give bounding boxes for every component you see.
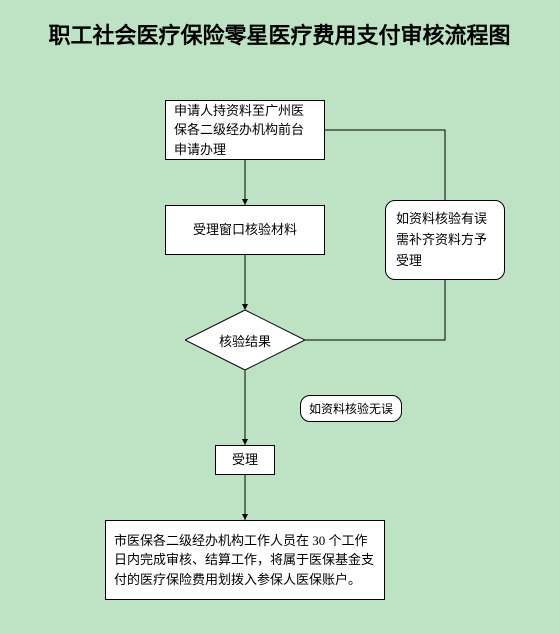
node-verify-text: 受理窗口核验材料 <box>193 220 297 240</box>
node-apply-text: 申请人持资料至广州医保各二级经办机构前台申请办理 <box>174 101 316 160</box>
node-process: 市医保各二级经办机构工作人员在 30 个工作日内完成审核、结算工作，将属于医保基… <box>105 520 385 600</box>
annotation-error-text: 如资料核验有误需补齐资料方予受理 <box>396 211 487 268</box>
annotation-ok-text: 如资料核验无误 <box>309 402 393 416</box>
annotation-ok: 如资料核验无误 <box>300 395 402 422</box>
node-accept-text: 受理 <box>232 450 258 470</box>
page-title: 职工社会医疗保险零星医疗费用支付审核流程图 <box>0 18 559 50</box>
node-decision-text: 核验结果 <box>185 310 305 370</box>
node-apply: 申请人持资料至广州医保各二级经办机构前台申请办理 <box>165 100 325 160</box>
node-accept: 受理 <box>215 445 275 475</box>
node-process-text: 市医保各二级经办机构工作人员在 30 个工作日内完成审核、结算工作，将属于医保基… <box>114 531 376 590</box>
node-verify: 受理窗口核验材料 <box>165 205 325 255</box>
node-decision: 核验结果 <box>185 310 305 370</box>
annotation-error: 如资料核验有误需补齐资料方予受理 <box>385 200 505 280</box>
